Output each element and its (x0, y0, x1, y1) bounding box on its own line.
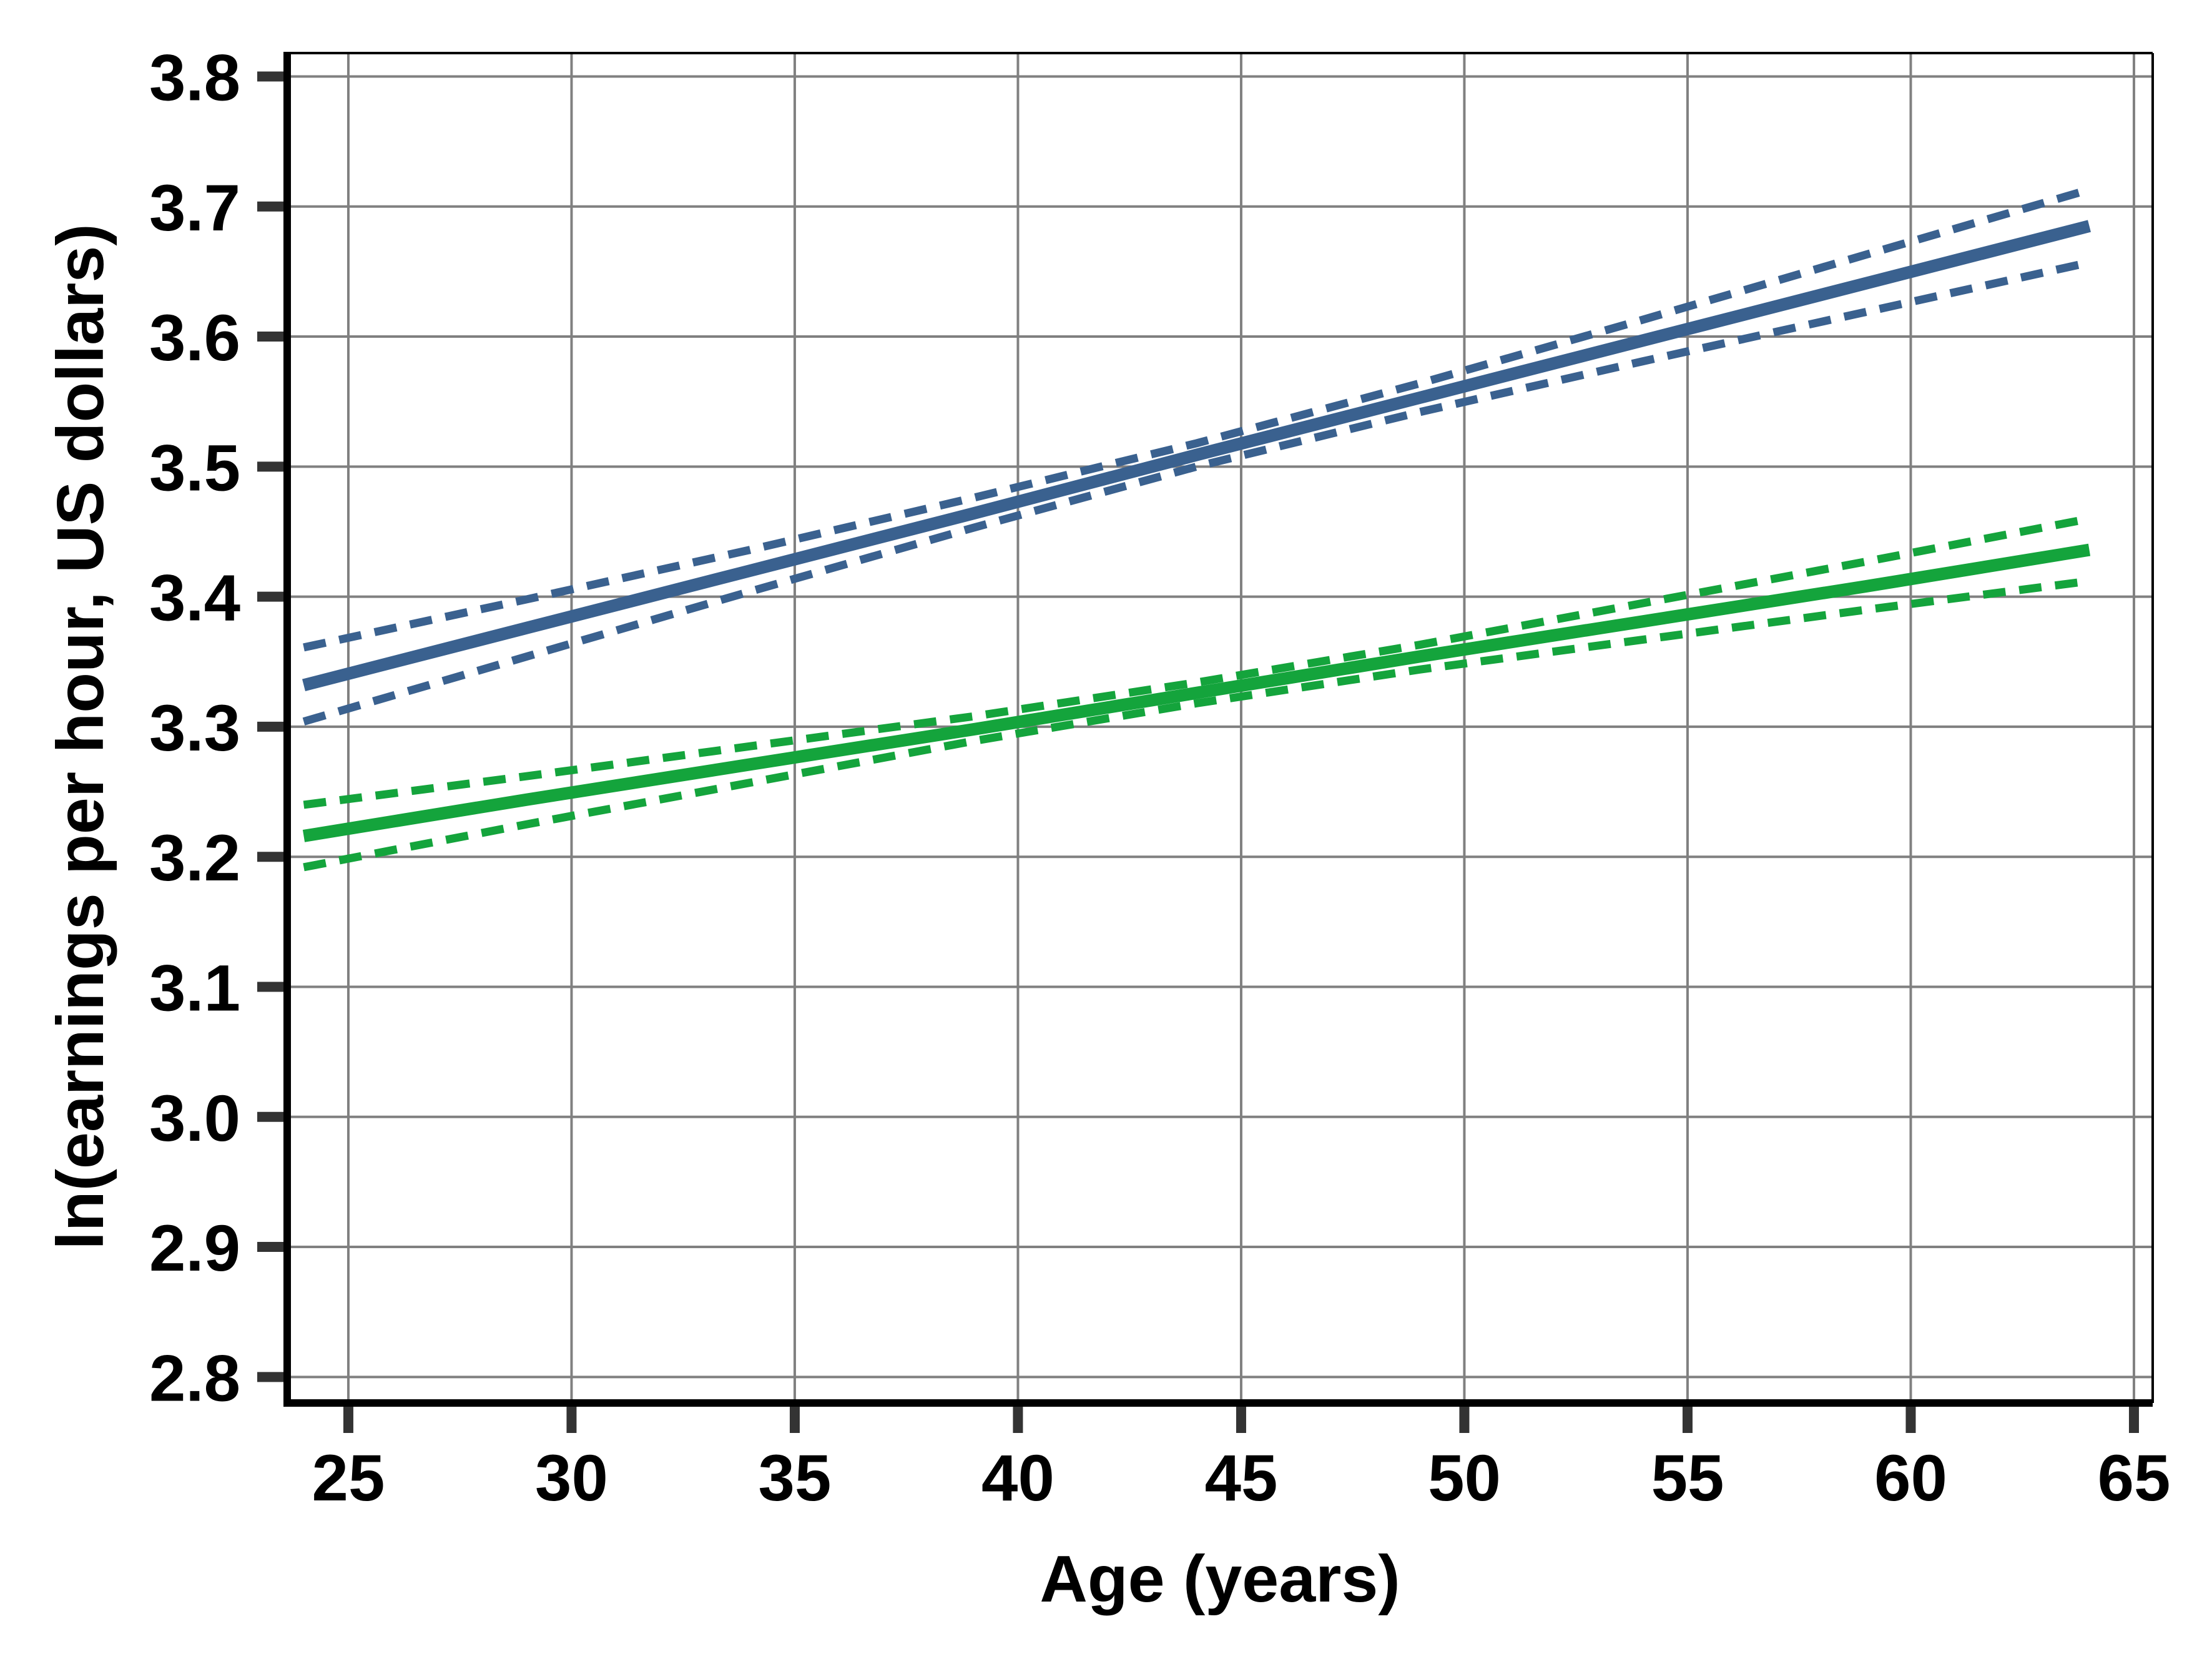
y-tick-label-2.9: 2.9 (149, 1212, 240, 1285)
y-tick-label-3.6: 3.6 (149, 302, 240, 375)
x-tick-label-65: 65 (2098, 1442, 2171, 1515)
series-green-fit-line (302, 543, 2091, 842)
y-tick-label-3.5: 3.5 (149, 431, 240, 505)
grid-layer (287, 53, 2153, 1403)
y-axis-title: ln(earnings per hour, US dollars) (44, 224, 117, 1249)
series-blue-fit-line (302, 220, 2091, 691)
y-tick-label-3.2: 3.2 (149, 822, 240, 895)
x-axis-title: Age (years) (1040, 1542, 1400, 1616)
y-tick-label-3.1: 3.1 (149, 952, 240, 1025)
y-tick-label-3.3: 3.3 (149, 692, 240, 765)
y-tick-label-3.8: 3.8 (149, 41, 240, 114)
tick-label-layer: 25 30 35 40 45 50 55 60 65 2.8 2.9 3.0 3.1 3.2 3.3 3.4 3… (149, 41, 2170, 1515)
series-layer (302, 185, 2091, 872)
x-tick-label-40: 40 (981, 1442, 1054, 1515)
y-tick-label-3.7: 3.7 (149, 172, 240, 245)
x-tick-label-45: 45 (1205, 1442, 1278, 1515)
series-green-ci-lower-line (303, 577, 2090, 872)
x-tick-label-50: 50 (1428, 1442, 1501, 1515)
y-tick-label-3.0: 3.0 (149, 1082, 240, 1155)
y-tick-label-3.4: 3.4 (149, 562, 240, 635)
axes-layer (257, 52, 2154, 1433)
series-green-ci-upper-line (303, 514, 2090, 809)
x-tick-label-55: 55 (1651, 1442, 1724, 1515)
series-blue-ci-upper-line (303, 185, 2091, 652)
x-tick-label-60: 60 (1874, 1442, 1947, 1515)
x-tick-label-30: 30 (535, 1442, 608, 1515)
y-tick-label-2.8: 2.8 (149, 1342, 240, 1415)
x-tick-label-35: 35 (759, 1442, 832, 1515)
x-tick-label-25: 25 (312, 1442, 385, 1515)
series-blue-ci-lower-line (302, 258, 2090, 726)
